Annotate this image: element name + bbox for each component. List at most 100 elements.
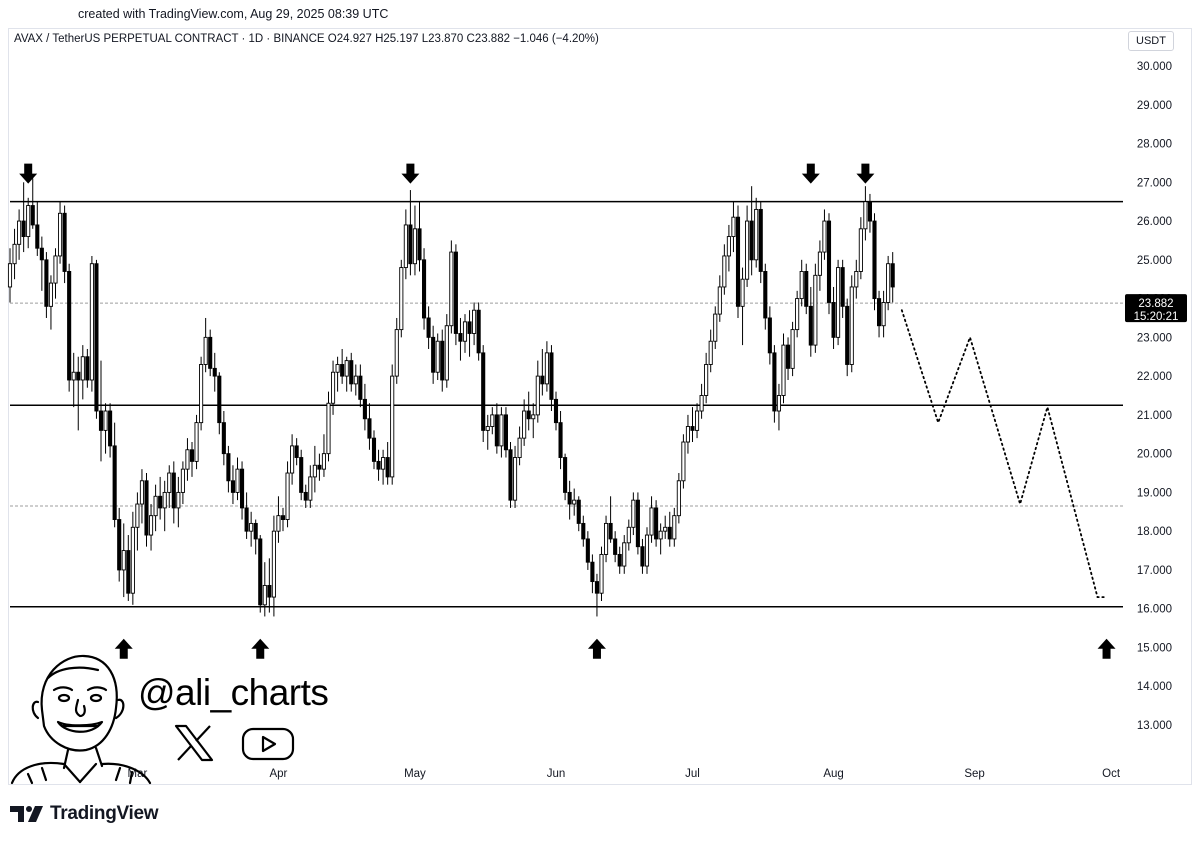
candle [858, 217, 863, 280]
candle-body-up [331, 371, 336, 404]
candle [385, 442, 390, 485]
candle-body-up [795, 298, 800, 331]
y-tick-label: 29.000 [1137, 100, 1172, 112]
candle [726, 224, 731, 272]
candle-body-up [353, 375, 358, 385]
candle [613, 531, 618, 563]
y-tick-label: 18.000 [1137, 526, 1172, 538]
candle [335, 356, 340, 392]
arrow-up-icon [251, 638, 270, 659]
arrow-down-icon [401, 163, 420, 184]
candle [826, 213, 832, 315]
candle [863, 186, 868, 241]
candle-body-down [21, 220, 26, 238]
x-tick-label: Apr [269, 768, 287, 780]
candle-body-down [244, 507, 249, 532]
candle [563, 453, 568, 501]
candle [599, 546, 604, 601]
candle-body-up [89, 263, 94, 381]
y-tick-label: 14.000 [1137, 681, 1172, 693]
candle [431, 325, 436, 384]
candle [690, 407, 695, 443]
candle-body-up [572, 499, 577, 505]
candle-body-up [308, 476, 313, 501]
candle [290, 434, 295, 485]
candle-body-up [290, 445, 295, 474]
candle-body-up [390, 375, 395, 478]
candle [503, 407, 509, 458]
candle [867, 193, 872, 233]
candles [7, 178, 895, 617]
candle [444, 314, 449, 388]
last-price-value: 23.882 [1138, 298, 1173, 310]
candle-body-down [608, 522, 613, 540]
candle [253, 519, 258, 555]
y-tick-label: 25.000 [1137, 255, 1172, 267]
candle-body-up [12, 243, 17, 265]
candle [877, 290, 882, 338]
x-logo-icon[interactable] [172, 722, 216, 764]
candle-body-down [112, 445, 117, 520]
youtube-icon[interactable] [240, 726, 296, 762]
candle [376, 449, 381, 481]
candle [540, 348, 545, 396]
candle [126, 535, 131, 601]
candle [353, 364, 358, 396]
candle-body-up [513, 457, 518, 501]
candle [576, 496, 581, 532]
candle-body-up [854, 271, 859, 288]
candle-body-up [849, 286, 854, 365]
candle-body-down [362, 398, 367, 420]
candle-body-down [349, 360, 354, 385]
candle-body-up [394, 329, 399, 377]
candle-body-up [599, 553, 604, 594]
candle [535, 360, 540, 423]
candle [467, 310, 472, 357]
candle-body-up [644, 534, 650, 567]
candle [695, 403, 700, 439]
candle [672, 507, 677, 547]
tradingview-footer[interactable]: TradingView [10, 803, 159, 825]
candle-body-down [217, 375, 222, 424]
candle [763, 263, 768, 330]
candle [549, 345, 554, 412]
candle [58, 201, 63, 264]
x-tick-label: Aug [823, 768, 843, 780]
candle-body-up [162, 491, 167, 509]
arrow-down-icon [801, 163, 820, 184]
candle-body-down [253, 522, 258, 540]
candle-body-down [576, 499, 581, 524]
currency-selector[interactable]: USDT [1128, 31, 1174, 51]
candle [317, 453, 322, 481]
candle-body-down [613, 538, 618, 555]
tradingview-logo-icon [10, 806, 43, 822]
candle [103, 403, 108, 454]
candle-body-down [158, 495, 163, 509]
x-tick-label: Mar [127, 768, 147, 780]
candle-body-up [663, 526, 668, 532]
candle [699, 383, 704, 419]
candle [48, 275, 53, 330]
candle [121, 523, 126, 598]
candle-body-down [826, 220, 832, 303]
candle-body-up [881, 302, 886, 327]
candle-body-down [540, 375, 545, 385]
candle [831, 286, 836, 349]
candle [458, 317, 463, 361]
candle-body-down [585, 538, 590, 563]
candle-body-down [294, 445, 299, 458]
candle [230, 465, 236, 505]
candle [513, 445, 518, 508]
candle-body-up [71, 371, 76, 381]
y-tick-label: 15.000 [1137, 642, 1172, 654]
candle-body-up [103, 410, 108, 431]
candle [226, 445, 231, 493]
candle-body-up [886, 263, 891, 303]
candle-body-down [690, 426, 695, 431]
candle [117, 507, 122, 582]
candle-body-down [212, 367, 217, 377]
candle-body-down [76, 371, 81, 381]
candle [358, 364, 363, 408]
candle [481, 345, 486, 443]
